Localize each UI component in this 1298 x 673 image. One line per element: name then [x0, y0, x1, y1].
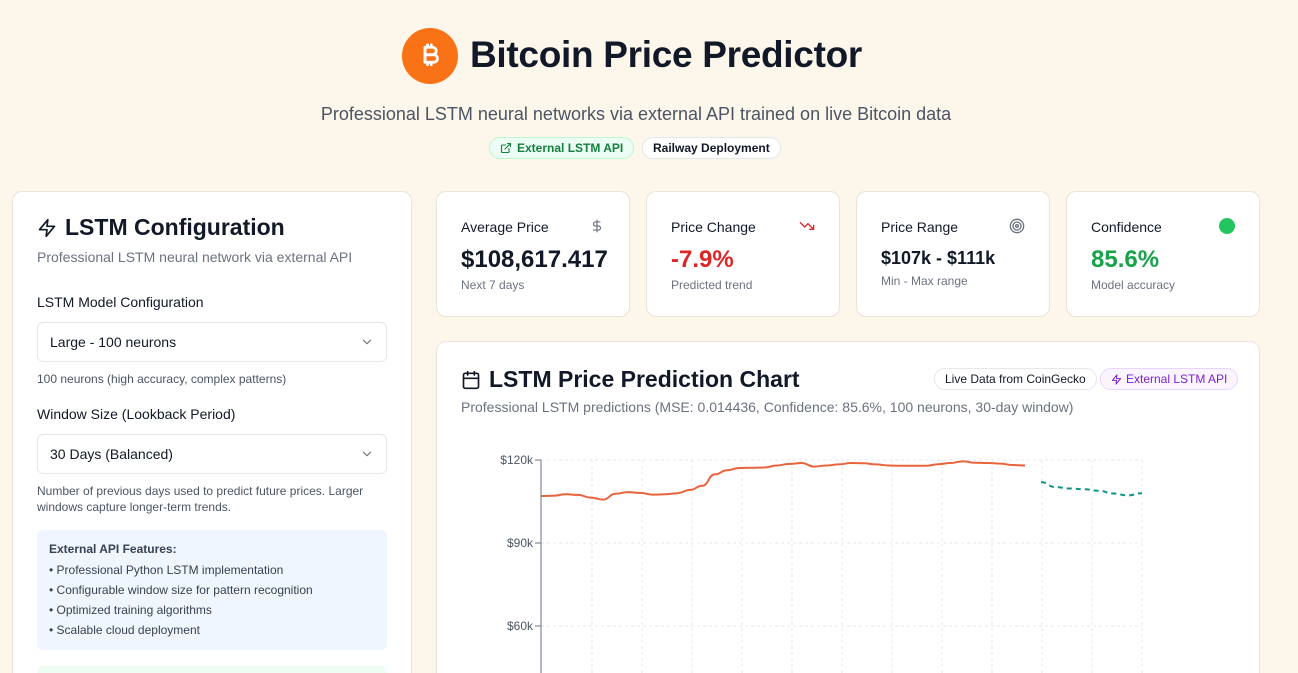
- price-range-value: $107k - $111k: [881, 248, 996, 268]
- price-change-card: Price Change -7.9% Predicted trend: [646, 191, 840, 317]
- config-title: LSTM Configuration: [37, 214, 285, 241]
- external-api-chart-badge: External LSTM API: [1100, 368, 1239, 390]
- price-range-label: Price Range: [881, 219, 959, 235]
- page-title: Bitcoin Price Predictor: [470, 34, 862, 75]
- window-size-label: Window Size (Lookback Period): [37, 406, 236, 422]
- average-price-label: Average Price: [461, 219, 549, 235]
- dollar-icon: [589, 218, 605, 234]
- api-features-title: External API Features:: [49, 542, 177, 556]
- price-change-value: -7.9%: [671, 246, 734, 273]
- model-config-label: LSTM Model Configuration: [37, 294, 204, 310]
- historical-price-line: [540, 460, 1026, 501]
- model-config-value: Large - 100 neurons: [50, 334, 177, 350]
- y-tick-label: $90k: [507, 536, 534, 550]
- window-size-select[interactable]: 30 Days (Balanced): [37, 434, 387, 474]
- lstm-config-panel: LSTM Configuration Professional LSTM neu…: [12, 191, 412, 673]
- window-size-value: 30 Days (Balanced): [50, 446, 173, 462]
- price-change-label: Price Change: [671, 219, 756, 235]
- average-price-card: Average Price $108,617.417 Next 7 days: [436, 191, 630, 317]
- window-size-hint: Number of previous days used to predict …: [37, 484, 364, 514]
- feature-item: • Scalable cloud deployment: [49, 623, 200, 637]
- price-range-card: Price Range $107k - $111k Min - Max rang…: [856, 191, 1050, 317]
- price-change-note: Predicted trend: [671, 278, 753, 292]
- bitcoin-logo: [402, 28, 458, 84]
- config-subtitle: Professional LSTM neural network via ext…: [37, 249, 353, 265]
- confidence-card: Confidence 85.6% Model accuracy: [1066, 191, 1260, 317]
- chevron-down-icon: [362, 451, 372, 457]
- external-api-badge: External LSTM API: [489, 137, 635, 159]
- live-data-badge: Live Data from CoinGecko: [934, 368, 1097, 390]
- chart-subtitle: Professional LSTM predictions (MSE: 0.01…: [461, 399, 1074, 415]
- feature-item: • Optimized training algorithms: [49, 603, 212, 617]
- confidence-note: Model accuracy: [1091, 278, 1176, 292]
- api-features-box: External API Features: • Professional Py…: [37, 530, 387, 650]
- api-features-list: • Professional Python LSTM implementatio…: [49, 560, 375, 640]
- confidence-label: Confidence: [1091, 219, 1162, 235]
- price-chart: $120k $90k $60k: [500, 453, 1143, 673]
- external-api-chart-badge-label: External LSTM API: [1126, 372, 1228, 386]
- external-link-icon: [500, 142, 512, 154]
- feature-item: • Professional Python LSTM implementatio…: [49, 563, 284, 577]
- page-header: Bitcoin Price Predictor Professional LST…: [0, 0, 1298, 180]
- external-api-badge-label: External LSTM API: [517, 141, 624, 155]
- confidence-value: 85.6%: [1091, 246, 1160, 273]
- lightning-icon: [38, 218, 56, 237]
- chart-title-text: LSTM Price Prediction Chart: [489, 366, 800, 392]
- model-config-hint: 100 neurons (high accuracy, complex patt…: [37, 372, 287, 386]
- bitcoin-icon: [423, 43, 439, 67]
- y-tick-label: $120k: [500, 453, 534, 467]
- calendar-icon: [462, 370, 480, 389]
- railway-badge-label: Railway Deployment: [653, 141, 770, 155]
- price-range-note: Min - Max range: [881, 274, 968, 288]
- feature-item: • Configurable window size for pattern r…: [49, 583, 313, 597]
- target-icon: [1009, 218, 1025, 234]
- model-config-select[interactable]: Large - 100 neurons: [37, 322, 387, 362]
- lightning-icon: [1111, 373, 1122, 385]
- config-title-text: LSTM Configuration: [65, 214, 285, 240]
- chevron-down-icon: [362, 339, 372, 345]
- status-box: [37, 666, 387, 673]
- average-price-note: Next 7 days: [461, 278, 525, 292]
- live-data-badge-label: Live Data from CoinGecko: [945, 372, 1086, 386]
- railway-badge: Railway Deployment: [642, 137, 781, 159]
- y-tick-label: $60k: [507, 619, 534, 633]
- prediction-chart-panel: LSTM Price Prediction Chart Live Data fr…: [436, 341, 1260, 673]
- trending-down-icon: [799, 218, 815, 234]
- average-price-value: $108,617.417: [461, 246, 608, 273]
- page-subtitle: Professional LSTM neural networks via ex…: [320, 104, 952, 124]
- chart-title: LSTM Price Prediction Chart: [461, 366, 800, 393]
- status-dot-icon: [1219, 218, 1235, 234]
